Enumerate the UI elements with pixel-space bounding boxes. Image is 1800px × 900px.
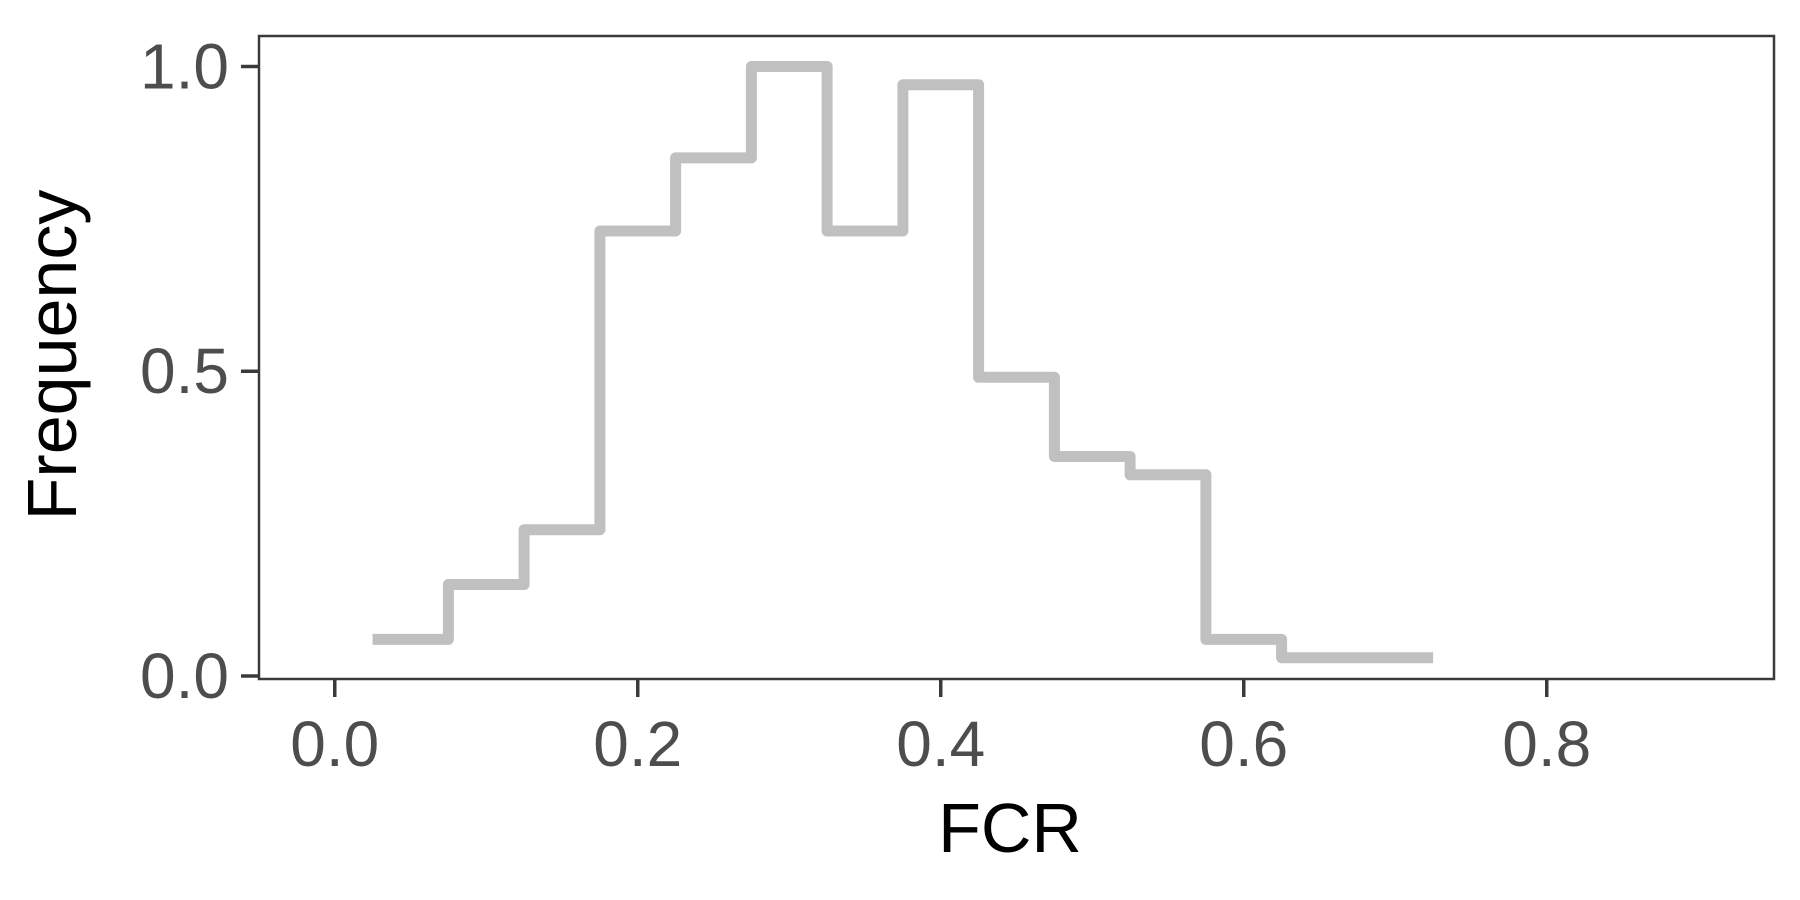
- y-axis-title: Frequency: [13, 190, 91, 521]
- histogram-bin-0: [373, 633, 449, 645]
- x-tick-label: 0.6: [1199, 708, 1288, 780]
- histogram-bin-4: [676, 152, 752, 164]
- histogram-bin-11: [1206, 633, 1282, 645]
- histogram-bin-7: [903, 79, 979, 91]
- x-tick-label: 0.8: [1502, 708, 1591, 780]
- y-tick-label: 0.0: [140, 640, 229, 712]
- y-tick-label: 0.5: [140, 335, 229, 407]
- x-tick-label: 0.2: [593, 708, 682, 780]
- histogram-bin-2: [524, 524, 600, 536]
- histogram-bin-1: [448, 579, 524, 591]
- histogram-bin-12: [1282, 652, 1434, 664]
- histogram-bin-9: [1054, 451, 1130, 463]
- x-axis: 0.0 0.2 0.4 0.6 0.8: [290, 679, 1591, 780]
- histogram-bin-8: [979, 371, 1055, 383]
- y-axis: 0.0 0.5 1.0: [140, 30, 259, 712]
- data-layer: [372, 60, 1434, 664]
- x-tick-label: 0.4: [896, 708, 985, 780]
- y-tick-label: 1.0: [140, 30, 229, 102]
- x-tick-label: 0.0: [290, 708, 379, 780]
- histogram-bin-10: [1130, 469, 1206, 481]
- plot-frame-layer: [257, 34, 1776, 681]
- histogram-step-line: [372, 61, 1434, 664]
- histogram-bin-3: [600, 225, 676, 237]
- x-axis-title: FCR: [938, 789, 1082, 867]
- histogram-bin-6: [827, 225, 903, 237]
- histogram-bin-5: [751, 60, 827, 72]
- plot-frame: [257, 34, 1776, 681]
